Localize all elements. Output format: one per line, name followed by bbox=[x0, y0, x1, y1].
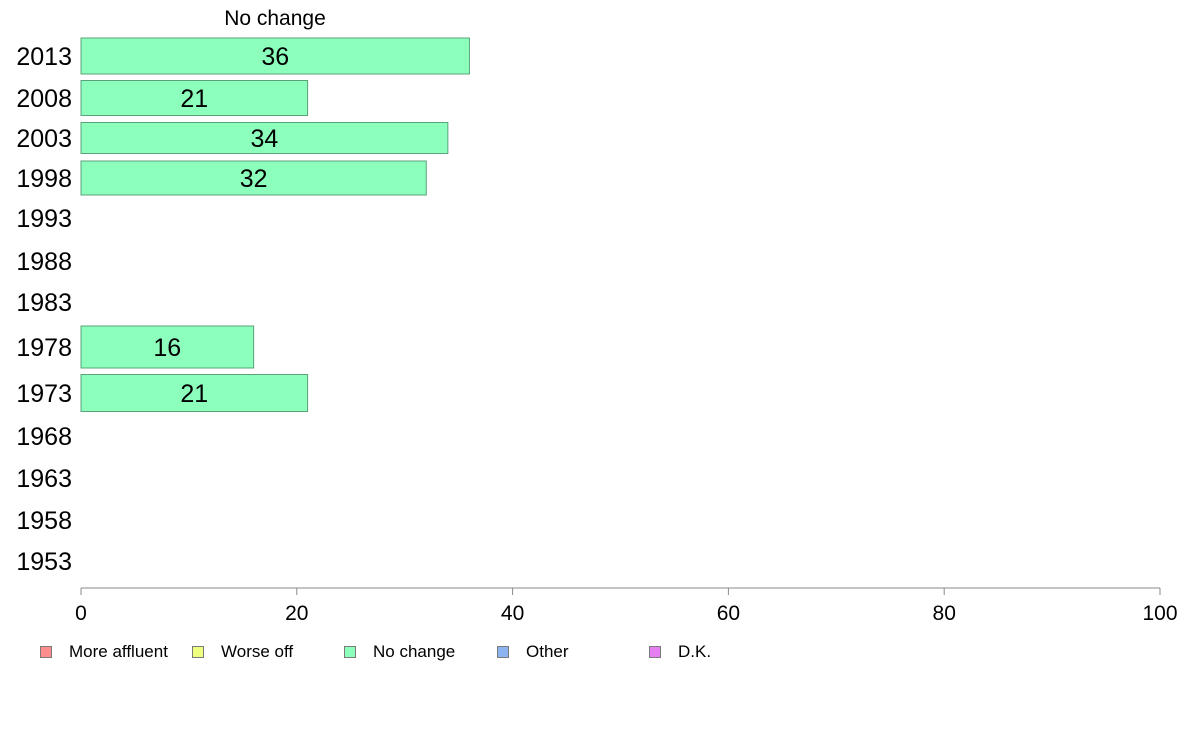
x-tick-label: 40 bbox=[501, 602, 524, 625]
legend-label: Worse off bbox=[221, 642, 294, 661]
panel-title: No change bbox=[224, 7, 326, 30]
year-label: 1958 bbox=[16, 507, 72, 535]
legend-swatch bbox=[192, 646, 204, 658]
year-label: 1998 bbox=[16, 165, 72, 193]
bar-value-label: 32 bbox=[240, 165, 268, 193]
x-tick-label: 60 bbox=[717, 602, 740, 625]
bar-value-label: 21 bbox=[180, 85, 208, 113]
year-label: 2013 bbox=[16, 43, 72, 71]
bars-layer: 36 21 34 32 16 21 bbox=[80, 37, 470, 412]
year-label: 1988 bbox=[16, 248, 72, 276]
legend: More affluent Worse off No change Other D.K. bbox=[40, 641, 1140, 663]
legend-swatch bbox=[344, 646, 356, 658]
legend-label: Other bbox=[526, 642, 569, 661]
bar-value-label: 16 bbox=[153, 334, 181, 362]
year-label: 2008 bbox=[16, 85, 72, 113]
legend-label: D.K. bbox=[678, 642, 712, 661]
legend-item: Other bbox=[497, 641, 569, 663]
bar bbox=[80, 37, 470, 75]
year-label: 1953 bbox=[16, 548, 72, 576]
bar-value-label: 34 bbox=[251, 125, 279, 153]
legend-item: D.K. bbox=[649, 641, 711, 663]
x-tick-label: 20 bbox=[285, 602, 308, 625]
bar bbox=[80, 122, 449, 154]
x-tick-label: 100 bbox=[1142, 602, 1177, 625]
year-label: 1968 bbox=[16, 423, 72, 451]
year-label: 2003 bbox=[16, 125, 72, 153]
bar-value-label: 36 bbox=[261, 43, 289, 71]
year-label: 1993 bbox=[16, 205, 72, 233]
x-tick-label: 0 bbox=[75, 602, 87, 625]
legend-swatch bbox=[40, 646, 52, 658]
legend-item: Worse off bbox=[192, 641, 293, 663]
bar bbox=[80, 325, 255, 369]
bar bbox=[80, 374, 309, 412]
bar bbox=[80, 80, 309, 116]
legend-label: More affluent bbox=[69, 642, 168, 661]
bar-value-label: 21 bbox=[180, 380, 208, 408]
legend-swatch bbox=[649, 646, 661, 658]
x-tick-label: 80 bbox=[933, 602, 956, 625]
year-label: 1963 bbox=[16, 465, 72, 493]
legend-swatch bbox=[497, 646, 509, 658]
bar bbox=[80, 160, 427, 196]
year-labels: 2013 2008 2003 1998 1993 1988 1983 1978 1973 1968… bbox=[16, 43, 72, 576]
year-label: 1973 bbox=[16, 380, 72, 408]
x-axis: 0 20 40 60 80 100 bbox=[75, 587, 1178, 625]
legend-item: More affluent bbox=[40, 641, 168, 663]
legend-item: No change bbox=[344, 641, 455, 663]
year-label: 1978 bbox=[16, 334, 72, 362]
year-label: 1983 bbox=[16, 289, 72, 317]
legend-label: No change bbox=[373, 642, 456, 661]
